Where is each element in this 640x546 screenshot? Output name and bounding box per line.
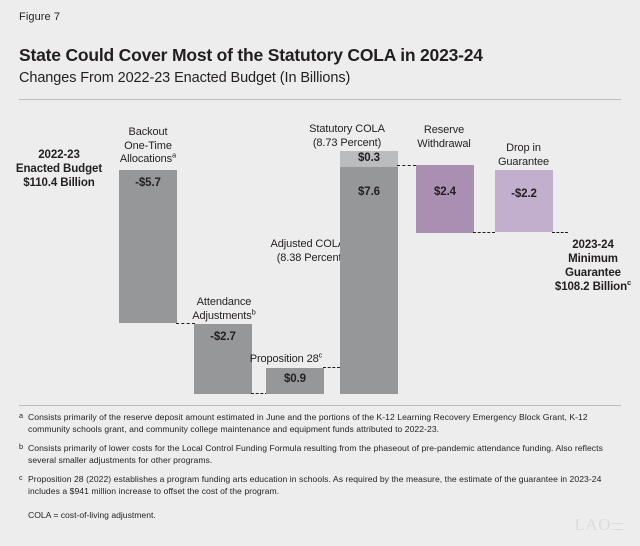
bar-statutory-cola-main-value: $7.6 xyxy=(358,186,380,198)
bar-prop28-value: $0.9 xyxy=(284,373,306,385)
figure-title: State Could Cover Most of the Statutory … xyxy=(19,45,483,65)
connector-attendance-prop28 xyxy=(251,393,268,394)
backout-label-line3: Allocations xyxy=(119,153,173,165)
bar-drop-in-guarantee[interactable] xyxy=(495,170,553,232)
footnote-c-marker: c xyxy=(19,472,23,482)
bar-statutory-cola[interactable] xyxy=(340,151,398,394)
drop-label-line1: Drop in xyxy=(506,142,541,154)
footnote-a-text: Consists primarily of the reserve deposi… xyxy=(28,412,588,434)
attendance-footnote-marker: b xyxy=(251,306,256,316)
attendance-bar-label: Attendance Adjustmentsb xyxy=(176,296,272,323)
prop28-footnote-marker: c xyxy=(318,350,323,360)
acronym-note: COLA = cost-of-living adjustment. xyxy=(28,509,156,520)
start-label-line2: Enacted Budget xyxy=(15,163,103,175)
end-endpoint-label: 2023-24 Minimum Guarantee $108.2 Billion… xyxy=(546,238,640,294)
end-label-line4: $108.2 Billion xyxy=(554,281,628,293)
adjusted-cola-annotation: Adjusted COLA (8.38 Percent) xyxy=(225,238,345,265)
reserve-bar-label: Reserve Withdrawal xyxy=(396,124,492,151)
bar-backout-one-time-allocations[interactable] xyxy=(119,170,177,323)
statutory-cola-bar-label: Statutory COLA (8.73 Percent) xyxy=(291,123,403,150)
bar-attendance-value: -$2.7 xyxy=(210,331,236,343)
bar-drop-value: -$2.2 xyxy=(511,188,537,200)
figure-subtitle: Changes From 2022-23 Enacted Budget (In … xyxy=(19,70,351,86)
figure-number: Figure 7 xyxy=(19,11,61,23)
start-label-line3: $110.4 Billion xyxy=(23,177,95,189)
adjusted-cola-line2: (8.38 Percent) xyxy=(276,251,345,264)
adjusted-cola-line1: Adjusted COLA xyxy=(270,238,345,250)
start-endpoint-label: 2022-23 Enacted Budget $110.4 Billion xyxy=(4,148,114,190)
footnote-b: b Consists primarily of lower costs for … xyxy=(19,441,623,466)
prop28-label-line1: Proposition 28 xyxy=(249,353,319,365)
waterfall-chart: 2022-23 Enacted Budget $110.4 Billion Ba… xyxy=(4,123,640,394)
backout-footnote-marker: a xyxy=(172,150,177,160)
bar-statutory-cola-segment-top xyxy=(340,151,398,167)
footnotes: a Consists primarily of the reserve depo… xyxy=(19,410,623,521)
attendance-label-line1: Attendance xyxy=(196,296,252,308)
footnote-b-marker: b xyxy=(19,441,24,451)
attendance-label-line2: Adjustments xyxy=(192,309,252,322)
statutory-cola-label-line1: Statutory COLA xyxy=(309,123,385,135)
bar-statutory-cola-top-value: $0.3 xyxy=(358,152,380,164)
connector-prop28-statutory xyxy=(323,367,340,368)
end-label-line3: Guarantee xyxy=(565,267,621,279)
bar-backout-value: -$5.7 xyxy=(135,177,161,189)
connector-backout-attendance xyxy=(176,323,195,324)
drop-label-line2: Guarantee xyxy=(497,155,550,168)
footnote-a: a Consists primarily of the reserve depo… xyxy=(19,410,623,435)
end-label-line2: Minimum xyxy=(568,253,618,265)
backout-bar-label: Backout One-Time Allocationsa xyxy=(100,126,196,167)
footnote-c-text: Proposition 28 (2022) establishes a prog… xyxy=(28,474,602,496)
backout-label-line2: One-Time xyxy=(124,139,172,152)
notes-divider xyxy=(19,405,621,406)
connector-drop-end xyxy=(552,232,568,233)
footnote-b-text: Consists primarily of lower costs for th… xyxy=(28,443,603,465)
bar-reserve-value: $2.4 xyxy=(434,186,456,198)
bar-proposition-28[interactable] xyxy=(266,368,324,394)
statutory-cola-label-line2: (8.73 Percent) xyxy=(312,136,382,149)
end-footnote-marker: c xyxy=(627,278,632,288)
end-label-line1: 2023-24 xyxy=(572,239,614,251)
reserve-label-line1: Reserve xyxy=(423,124,465,136)
bar-reserve-withdrawal[interactable] xyxy=(416,165,474,233)
lao-logo-text: LAO xyxy=(574,515,611,534)
backout-label-line1: Backout xyxy=(128,126,168,138)
lao-logo-mark-icon xyxy=(611,518,624,533)
connector-statutory-reserve xyxy=(397,165,416,166)
drop-bar-label: Drop in Guarantee xyxy=(471,142,576,169)
reserve-label-line2: Withdrawal xyxy=(417,137,471,150)
lao-logo: LAO xyxy=(575,515,624,535)
prop28-bar-label: Proposition 28c xyxy=(236,350,336,367)
footnote-a-marker: a xyxy=(19,410,24,420)
bar-statutory-cola-segment-main xyxy=(340,167,398,394)
connector-reserve-drop xyxy=(473,232,495,233)
footnote-c: c Proposition 28 (2022) establishes a pr… xyxy=(19,472,623,497)
header-divider xyxy=(19,99,621,100)
bar-attendance-adjustments[interactable] xyxy=(194,324,252,394)
start-label-line1: 2022-23 xyxy=(38,149,80,161)
